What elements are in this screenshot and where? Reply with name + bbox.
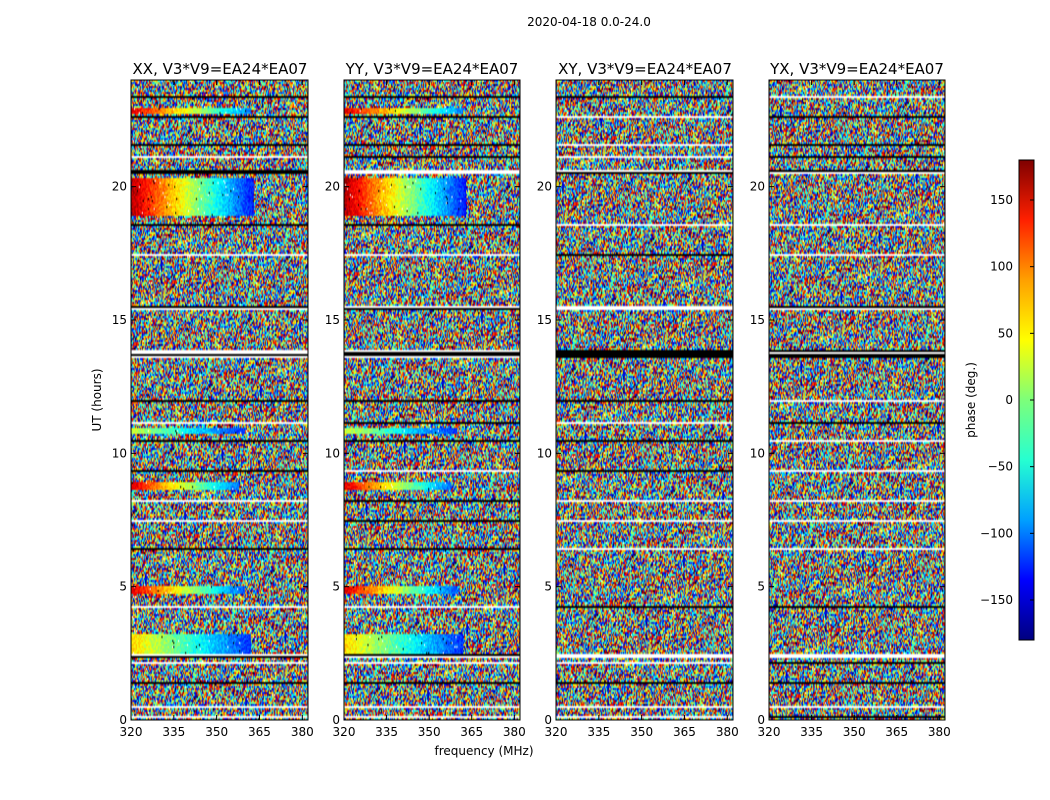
- x-tick-label: 380: [503, 725, 526, 739]
- panel-3-frame: [555, 79, 734, 721]
- panel-1: XX, V3*V9=EA24*EA07 320 335 350 365 380 0 5 10…: [112, 60, 314, 739]
- panel-3-title: XY, V3*V9=EA24*EA07: [558, 60, 732, 78]
- colorbar-tick-label: −50: [988, 460, 1013, 474]
- panel-2-title: YY, V3*V9=EA24*EA07: [345, 60, 519, 78]
- y-tick-label: 20: [112, 180, 127, 194]
- x-tick-label: 380: [928, 725, 951, 739]
- panel-4-heatmap-image: [769, 80, 945, 720]
- y-axis-label: UT (hours): [90, 368, 104, 431]
- panel-1-y-ticks: 0 5 10 15 20: [112, 180, 308, 727]
- colorbar: 150 100 50 0 −50 −100 −150 phase (deg.): [964, 159, 1035, 641]
- x-axis-label: frequency (MHz): [434, 744, 533, 758]
- panel-1-frame: [130, 79, 309, 721]
- y-tick-label: 0: [757, 713, 765, 727]
- panel-2-heatmap-image: [344, 80, 520, 720]
- y-tick-label: 0: [332, 713, 340, 727]
- panel-2-y-ticks: 0 5 10 15 20: [325, 180, 520, 727]
- panel-3-heatmap-image: [556, 80, 733, 720]
- x-tick-label: 365: [673, 725, 696, 739]
- x-tick-label: 350: [843, 725, 866, 739]
- panel-1-title: XX, V3*V9=EA24*EA07: [133, 60, 308, 78]
- panel-4-heatmap: [769, 80, 945, 720]
- y-tick-label: 15: [112, 313, 127, 327]
- x-tick-label: 335: [800, 725, 823, 739]
- x-tick-label: 320: [120, 725, 143, 739]
- panel-4-x-ticks: 320 335 350 365 380: [758, 80, 951, 739]
- y-tick-label: 15: [325, 313, 340, 327]
- x-tick-label: 335: [587, 725, 610, 739]
- y-tick-label: 10: [750, 446, 765, 460]
- panel-2-x-ticks: 320 335 350 365 380: [333, 80, 526, 739]
- x-tick-label: 320: [333, 725, 356, 739]
- y-tick-label: 20: [750, 180, 765, 194]
- x-tick-label: 350: [630, 725, 653, 739]
- panel-3: XY, V3*V9=EA24*EA07 320 335 350 365 380 0 5 10…: [537, 60, 739, 739]
- x-tick-label: 380: [716, 725, 739, 739]
- y-tick-label: 5: [757, 580, 765, 594]
- colorbar-tick-label: 150: [990, 193, 1013, 207]
- panel-3-y-ticks: 0 5 10 15 20: [537, 180, 733, 727]
- colorbar-tick-label: −150: [980, 593, 1013, 607]
- x-tick-label: 365: [460, 725, 483, 739]
- panel-4: YX, V3*V9=EA24*EA07 320 335 350 365 380 0 5 10…: [750, 60, 951, 739]
- x-tick-label: 335: [162, 725, 185, 739]
- x-tick-label: 365: [248, 725, 271, 739]
- y-tick-label: 20: [537, 180, 552, 194]
- suptitle: 2020-04-18 0.0-24.0: [527, 15, 651, 29]
- panel-1-heatmap: [131, 80, 308, 720]
- colorbar-tick-label: 0: [1005, 393, 1013, 407]
- panel-4-title: YX, V3*V9=EA24*EA07: [769, 60, 944, 78]
- colorbar-tick-label: −100: [980, 526, 1013, 540]
- y-tick-label: 0: [544, 713, 552, 727]
- x-tick-label: 335: [375, 725, 398, 739]
- panel-3-heatmap: [556, 80, 733, 720]
- y-tick-label: 15: [537, 313, 552, 327]
- panel-4-y-ticks: 0 5 10 15 20: [750, 180, 945, 727]
- y-tick-label: 15: [750, 313, 765, 327]
- panel-2-frame: [343, 79, 521, 721]
- x-tick-label: 365: [885, 725, 908, 739]
- y-tick-label: 0: [119, 713, 127, 727]
- x-tick-label: 320: [545, 725, 568, 739]
- colorbar-label: phase (deg.): [964, 362, 978, 438]
- panel-1-heatmap-image: [131, 80, 308, 720]
- panel-2-heatmap: [344, 80, 520, 720]
- panel-2: YY, V3*V9=EA24*EA07 320 335 350 365 380 0 5 10…: [325, 60, 526, 739]
- x-tick-label: 320: [758, 725, 781, 739]
- panel-4-frame: [768, 79, 946, 721]
- panel-1-x-ticks: 320 335 350 365 380: [120, 80, 314, 739]
- x-tick-label: 350: [205, 725, 228, 739]
- colorbar-tick-label: 100: [990, 260, 1013, 274]
- y-tick-label: 5: [544, 580, 552, 594]
- colorbar-ticks: 150 100 50 0 −50 −100 −150: [980, 193, 1034, 607]
- y-tick-label: 10: [112, 446, 127, 460]
- x-tick-label: 380: [291, 725, 314, 739]
- x-tick-label: 350: [418, 725, 441, 739]
- y-tick-label: 5: [119, 580, 127, 594]
- y-tick-label: 5: [332, 580, 340, 594]
- panel-3-x-ticks: 320 335 350 365 380: [545, 80, 739, 739]
- y-tick-label: 10: [325, 446, 340, 460]
- colorbar-tick-label: 50: [998, 326, 1013, 340]
- y-tick-label: 10: [537, 446, 552, 460]
- y-tick-label: 20: [325, 180, 340, 194]
